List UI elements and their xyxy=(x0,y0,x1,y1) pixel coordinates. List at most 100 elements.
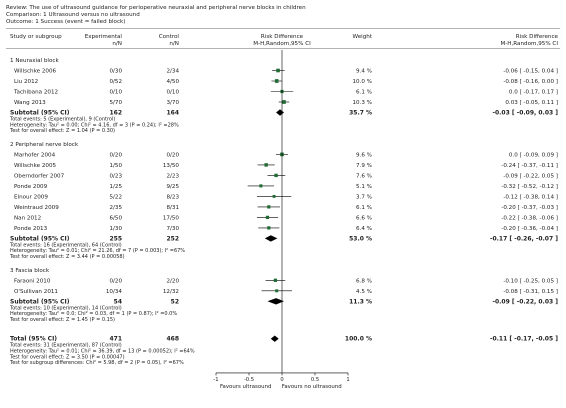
study-name: Willschke 2006 xyxy=(14,69,57,75)
study-experimental: 1/25 xyxy=(109,184,122,190)
study-experimental: 0/10 xyxy=(109,90,122,96)
total-weight: 100.0 % xyxy=(345,336,372,343)
study-effect-square xyxy=(273,278,278,282)
study-experimental: 0/30 xyxy=(109,69,122,75)
study-name: Tachibana 2012 xyxy=(13,90,58,96)
subtotal-control: 52 xyxy=(171,298,179,305)
subtotal-label: Subtotal (95% CI) xyxy=(10,298,70,305)
study-effect-square xyxy=(272,194,276,198)
subgroup-note: Heterogeneity: Tau² = 0.01; Chi² = 21.26… xyxy=(10,248,185,254)
total-experimental: 471 xyxy=(109,336,122,343)
study-ci: -0.08 [ -0.16, 0.00 ] xyxy=(503,79,558,85)
total-note: Total events: 31 (Experimental), 87 (Con… xyxy=(9,343,122,349)
study-effect-square xyxy=(259,184,263,188)
study-name: Weintraud 2009 xyxy=(14,205,59,211)
study-control: 2/34 xyxy=(166,69,179,75)
study-name: Nan 2012 xyxy=(14,215,41,221)
study-name: Willschke 2005 xyxy=(14,163,57,169)
subtotal-diamond xyxy=(276,109,284,116)
study-control: 7/30 xyxy=(166,226,179,232)
total-diamond xyxy=(270,335,279,342)
study-control: 9/25 xyxy=(166,184,179,190)
subtotal-ci: -0.17 [ -0.26, -0.07 ] xyxy=(490,235,558,242)
outcome-label: Outcome: 1 Success (event = failed block… xyxy=(6,19,125,25)
study-effect-square xyxy=(267,205,271,209)
study-experimental: 2/35 xyxy=(109,205,122,211)
study-experimental: 0/20 xyxy=(109,152,122,158)
favours-right-label: Favours no ultrasound xyxy=(282,384,342,390)
col-rd2-sub: M-H,Random,95% CI xyxy=(500,41,558,47)
subtotal-control: 164 xyxy=(166,110,179,117)
study-experimental: 0/23 xyxy=(109,173,122,179)
subgroup-note: Total events: 5 (Experimental), 9 (Contr… xyxy=(9,117,115,123)
subtotal-control: 252 xyxy=(166,235,179,242)
subtotal-weight: 35.7 % xyxy=(349,110,372,117)
col-weight-header: Weight xyxy=(353,34,373,40)
study-name: O'Sullivan 2011 xyxy=(14,289,58,295)
study-effect-square xyxy=(274,173,278,178)
study-experimental: 10/34 xyxy=(106,289,123,295)
study-weight: 3.7 % xyxy=(356,194,372,200)
favours-left-label: Favours ultrasound xyxy=(220,384,271,390)
study-weight: 6.1 % xyxy=(356,90,372,96)
study-ci: -0.06 [ -0.15, 0.04 ] xyxy=(503,69,558,75)
study-ci: -0.12 [ -0.38, 0.14 ] xyxy=(503,194,558,200)
study-effect-square xyxy=(265,215,270,220)
study-ci: 0.03 [ -0.05, 0.11 ] xyxy=(505,100,558,106)
study-experimental: 1/50 xyxy=(109,163,122,169)
study-weight: 6.4 % xyxy=(356,226,372,232)
review-title: Review: The use of ultrasound guidance f… xyxy=(6,5,306,11)
subgroup-note: Heterogeneity: Tau² = 0.0; Chi² = 0.03, … xyxy=(10,311,177,317)
study-control: 8/31 xyxy=(166,205,179,211)
subtotal-weight: 53.0 % xyxy=(349,235,372,242)
study-weight: 9.6 % xyxy=(356,152,372,158)
subgroup-note: Test for overall effect: Z = 1.45 (P = 0… xyxy=(9,317,115,323)
study-ci: 0.0 [ -0.09, 0.09 ] xyxy=(509,152,558,158)
study-control: 2/23 xyxy=(166,173,179,179)
x-axis-tick-label: 0.5 xyxy=(311,377,319,383)
subgroup-title: 2 Peripheral nerve block xyxy=(10,142,79,148)
study-ci: -0.09 [ -0.22, 0.05 ] xyxy=(503,173,558,179)
x-axis-tick-label: 1 xyxy=(346,377,349,383)
study-weight: 6.8 % xyxy=(356,278,372,284)
subgroup-note: Heterogeneity: Tau² = 0.00; Chi² = 4.16,… xyxy=(10,122,179,128)
total-note: Test for overall effect: Z = 3.50 (P = 0… xyxy=(9,354,125,360)
study-ci: -0.20 [ -0.37, -0.03 ] xyxy=(501,205,558,211)
subtotal-diamond xyxy=(264,235,278,242)
x-axis-tick-label: 0 xyxy=(280,377,283,383)
subtotal-experimental: 54 xyxy=(114,298,122,305)
subgroup-note: Total events: 16 (Experimental), 64 (Con… xyxy=(9,242,122,248)
col-rd-sub: M-H,Random,95% CI xyxy=(253,41,311,47)
study-effect-square xyxy=(276,68,280,73)
study-effect-square xyxy=(275,289,279,293)
col-rd-header: Risk Difference xyxy=(261,34,304,40)
col-experimental-header: Experimental xyxy=(85,34,123,40)
subtotal-diamond xyxy=(267,298,284,305)
subtotal-experimental: 255 xyxy=(109,235,122,242)
study-name: Marhofer 2004 xyxy=(14,152,56,158)
study-weight: 7.9 % xyxy=(356,163,372,169)
study-weight: 4.5 % xyxy=(356,289,372,295)
col-experimental-sub: n/N xyxy=(112,41,122,47)
col-rd2-header: Risk Difference xyxy=(516,34,559,40)
study-weight: 6.1 % xyxy=(356,205,372,211)
study-control: 17/50 xyxy=(163,215,180,221)
study-ci: 0.0 [ -0.17, 0.17 ] xyxy=(509,90,558,96)
study-weight: 10.3 % xyxy=(352,100,372,106)
study-name: Ponde 2009 xyxy=(14,184,48,190)
study-control: 4/50 xyxy=(166,79,179,85)
study-effect-square xyxy=(282,100,286,104)
study-name: Elnour 2009 xyxy=(14,194,48,200)
comparison-label: Comparison: 1 Ultrasound versus no ultra… xyxy=(6,12,140,18)
total-note: Test for subgroup differences: Chi² = 5.… xyxy=(9,360,184,366)
total-control: 468 xyxy=(166,336,179,343)
study-weight: 6.6 % xyxy=(356,215,372,221)
study-control: 12/32 xyxy=(163,289,179,295)
study-ci: -0.24 [ -0.37, -0.11 ] xyxy=(501,163,558,169)
col-control-sub: n/N xyxy=(169,41,179,47)
study-ci: -0.10 [ -0.25, 0.05 ] xyxy=(503,278,558,284)
study-control: 3/70 xyxy=(166,100,179,106)
subtotal-label: Subtotal (95% CI) xyxy=(10,110,70,117)
study-name: Ponde 2013 xyxy=(14,226,48,232)
